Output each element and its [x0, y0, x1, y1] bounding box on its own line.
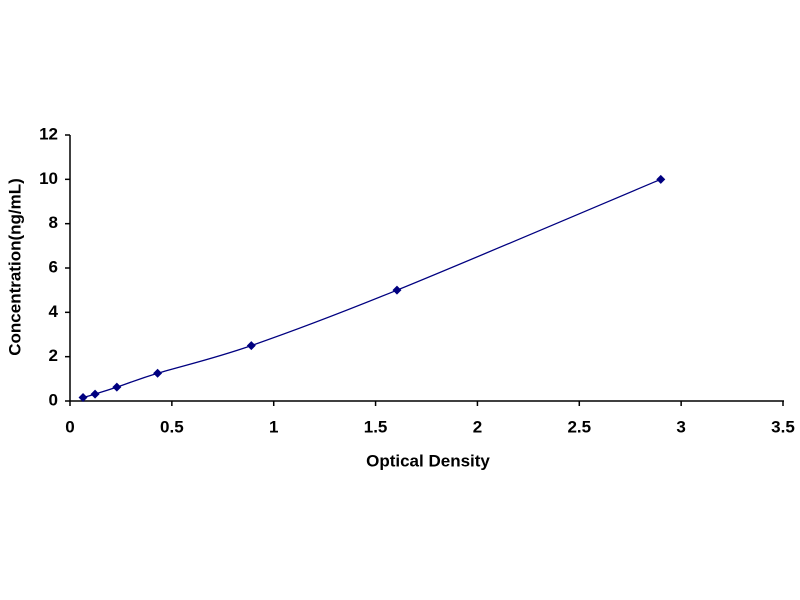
x-tick-label: 1.5 [364, 417, 388, 436]
marker [78, 393, 88, 403]
x-tick-label: 2 [473, 417, 482, 436]
y-tick-label: 2 [49, 346, 58, 365]
x-tick-label: 2.5 [567, 417, 591, 436]
x-tick-label: 3 [676, 417, 685, 436]
marker [246, 341, 256, 351]
y-tick-label: 6 [49, 257, 58, 276]
y-tick-label: 4 [49, 302, 59, 321]
x-tick-label: 0 [65, 417, 74, 436]
y-tick-label: 12 [39, 124, 58, 143]
marker [392, 285, 402, 295]
y-tick-label: 8 [49, 213, 58, 232]
x-tick-label: 1 [269, 417, 278, 436]
y-axis-title: Concentration(ng/mL) [5, 178, 24, 356]
marker [90, 389, 100, 399]
y-tick-label: 10 [39, 169, 58, 188]
marker [656, 174, 666, 184]
marker [153, 368, 163, 378]
y-tick-label: 0 [49, 390, 58, 409]
x-tick-label: 0.5 [160, 417, 184, 436]
marker [112, 382, 122, 392]
x-axis-title: Optical Density [366, 451, 490, 470]
x-tick-label: 3.5 [771, 417, 795, 436]
curve [82, 178, 662, 399]
